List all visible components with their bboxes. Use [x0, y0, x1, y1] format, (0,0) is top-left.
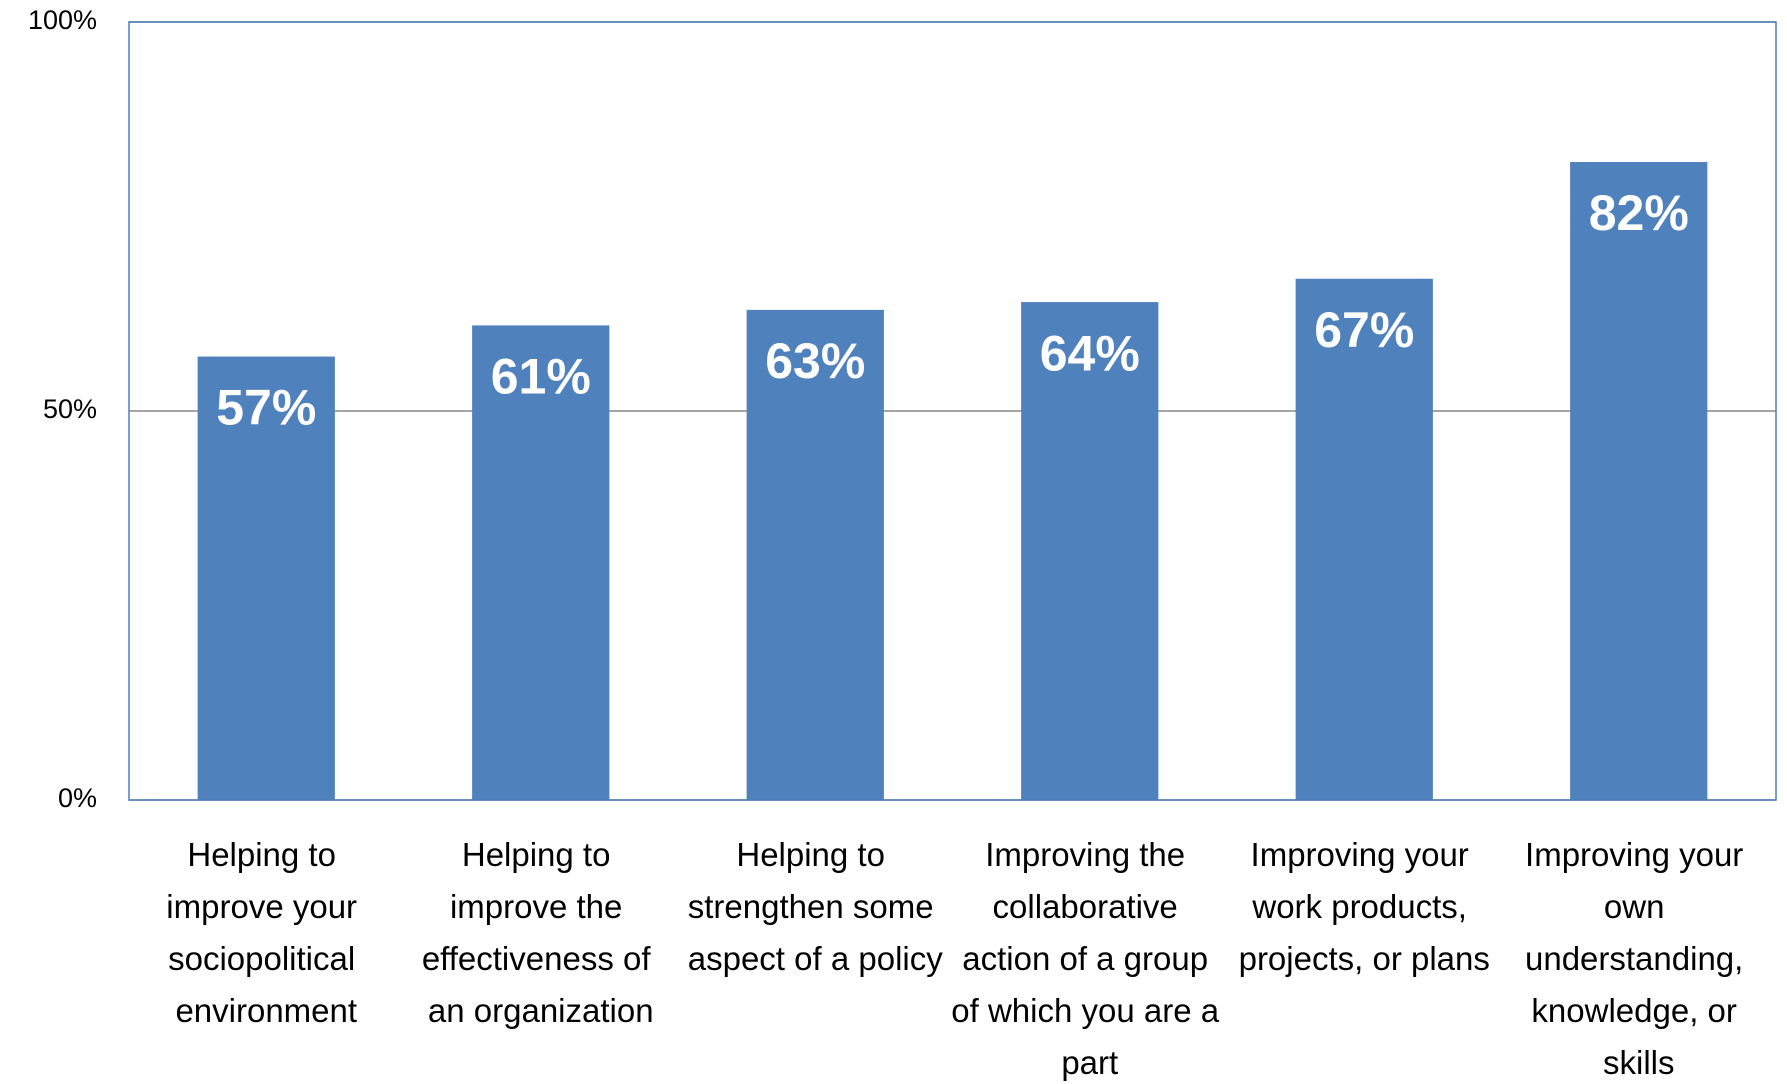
x-tick-label: Helping to improve the effectiveness of …: [422, 836, 660, 1029]
x-tick-label-line: Improving your: [1251, 836, 1478, 873]
x-tick-label-line: improve the: [450, 888, 632, 925]
x-tick-label-line: understanding,: [1525, 940, 1753, 977]
bar: [1570, 162, 1708, 801]
x-tick-label-line: own: [1604, 888, 1674, 925]
bar: [197, 356, 335, 800]
x-tick-label-line: strengthen some: [688, 888, 943, 925]
value-label: 82%: [1589, 185, 1689, 241]
value-label: 57%: [216, 380, 316, 436]
x-tick-label-line: aspect of a policy: [688, 940, 943, 977]
x-tick-label: Helping to strengthen some aspect of a p…: [688, 836, 943, 977]
value-label: 67%: [1314, 302, 1414, 358]
x-tick-label-line: an organization: [428, 992, 654, 1029]
x-tick-label: Improving the collaborative action of a …: [951, 836, 1228, 1081]
x-tick-label-line: environment: [175, 992, 357, 1029]
value-label: 61%: [491, 349, 591, 405]
value-label: 64%: [1040, 325, 1140, 381]
x-tick-label: Helping to improve your sociopolitical e…: [166, 836, 366, 1029]
x-tick-label-line: collaborative: [993, 888, 1187, 925]
bar: [1295, 278, 1433, 800]
x-tick-label-line: Helping to: [187, 836, 345, 873]
bar: [746, 309, 884, 800]
x-tick-label-line: skills: [1603, 1044, 1675, 1081]
x-tick-label-line: Helping to: [736, 836, 894, 873]
x-tick-label-line: Improving the: [985, 836, 1194, 873]
x-tick-label-line: work products,: [1251, 888, 1476, 925]
x-tick-label-line: sociopolitical: [168, 940, 364, 977]
bar: [472, 325, 610, 800]
x-tick-label-line: projects, or plans: [1239, 940, 1490, 977]
x-tick-label-line: action of a group: [962, 940, 1217, 977]
y-tick-label: 100%: [28, 5, 97, 35]
x-tick-label-line: Improving your: [1525, 836, 1752, 873]
x-tick-label-line: part: [1061, 1044, 1118, 1081]
x-tick-label-line: of which you are a: [951, 992, 1228, 1029]
plot-frame: [128, 21, 1777, 801]
y-tick-label: 0%: [58, 783, 97, 813]
x-tick-label-line: knowledge, or: [1531, 992, 1746, 1029]
bar: [1021, 302, 1159, 800]
value-label: 63%: [765, 333, 865, 389]
y-tick-label: 50%: [43, 394, 97, 424]
x-tick-label-line: effectiveness of: [422, 940, 660, 977]
x-tick-label: Improving your own understanding, knowle…: [1525, 836, 1753, 1081]
x-tick-label: Improving your work products, projects, …: [1239, 836, 1490, 977]
x-tick-label-line: Helping to: [462, 836, 620, 873]
x-tick-label-line: improve your: [166, 888, 366, 925]
